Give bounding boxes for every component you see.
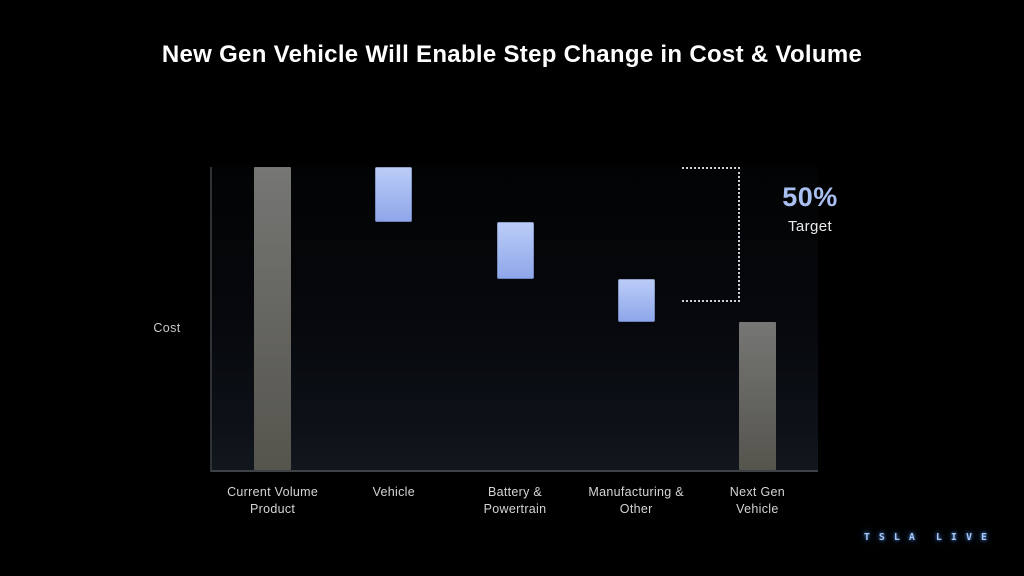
bar-manufacturing-other bbox=[617, 279, 655, 322]
bar-next-gen-vehicle bbox=[738, 321, 776, 470]
bar-vehicle bbox=[375, 167, 413, 222]
slide-title: New Gen Vehicle Will Enable Step Change … bbox=[161, 41, 863, 68]
x-axis-label-battery-powertrain: Battery & Powertrain bbox=[450, 484, 580, 517]
bar-current-volume-product bbox=[254, 167, 292, 470]
x-axis-label-line: Powertrain bbox=[483, 501, 547, 516]
x-axis-label-line: Vehicle bbox=[372, 485, 415, 499]
y-axis-label: Cost bbox=[153, 321, 181, 335]
target-percentage: 50% bbox=[782, 182, 838, 212]
x-axis-label-line: Other bbox=[619, 501, 653, 516]
x-axis-label-line: Current Volume bbox=[227, 485, 319, 499]
x-axis-label-manufacturing-other: Manufacturing & Other bbox=[571, 484, 701, 517]
x-axis-label-line: Next Gen bbox=[729, 485, 785, 499]
x-axis-label-vehicle: Vehicle bbox=[329, 484, 459, 501]
target-annotation: 50% Target bbox=[760, 182, 860, 236]
plot-area bbox=[210, 167, 818, 472]
watermark-word-tsla: TSLA bbox=[863, 532, 924, 543]
bar-battery-powertrain bbox=[496, 221, 534, 280]
x-axis-label-next-gen-vehicle: Next Gen Vehicle bbox=[692, 484, 822, 517]
target-label: Target bbox=[787, 218, 833, 235]
target-bracket bbox=[682, 167, 740, 303]
x-axis-label-current-volume-product: Current Volume Product bbox=[208, 484, 338, 517]
x-axis-label-line: Battery & bbox=[487, 485, 543, 499]
watermark-word-live: LIVE bbox=[935, 532, 996, 543]
x-axis-label-line: Vehicle bbox=[736, 501, 779, 516]
x-axis-label-line: Manufacturing & bbox=[588, 485, 684, 499]
x-axis-label-line: Product bbox=[250, 501, 296, 516]
tsla-live-watermark: TSLA LIVE bbox=[864, 532, 996, 543]
